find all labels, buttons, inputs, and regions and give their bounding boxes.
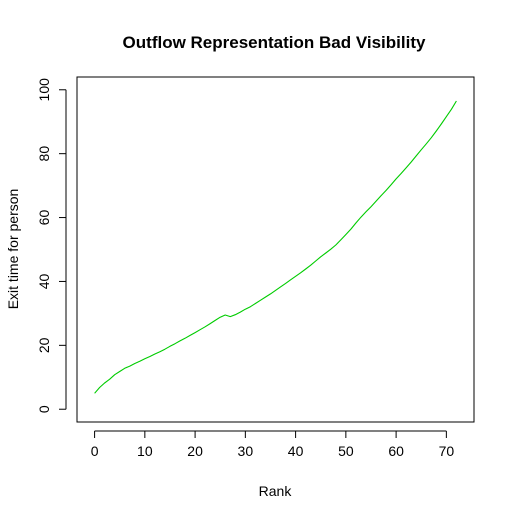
y-tick-label-5: 100 [36,78,52,102]
y-tick-label-0: 0 [36,405,52,413]
x-tick-label-6: 60 [388,443,404,459]
plot-frame [76,76,475,423]
x-tick-label-4: 40 [288,443,304,459]
x-axis: 0 10 20 30 40 50 60 70 [91,430,455,459]
y-tick-label-2: 40 [36,273,52,289]
y-tick-label-4: 80 [36,146,52,162]
y-axis-label: Exit time for person [5,189,21,310]
x-tick-label-0: 0 [91,443,99,459]
x-tick-label-5: 50 [338,443,354,459]
x-tick-label-7: 70 [439,443,455,459]
x-tick-label-1: 10 [137,443,153,459]
series-line-0 [94,100,457,394]
y-axis: 0 20 40 60 80 100 [36,78,67,413]
y-tick-label-1: 20 [36,337,52,353]
x-tick-label-2: 20 [187,443,203,459]
chart-title: Outflow Representation Bad Visibility [123,33,426,52]
x-axis-label: Rank [259,483,293,499]
x-tick-label-3: 30 [238,443,254,459]
y-tick-label-3: 60 [36,210,52,226]
series-layer [94,100,457,394]
